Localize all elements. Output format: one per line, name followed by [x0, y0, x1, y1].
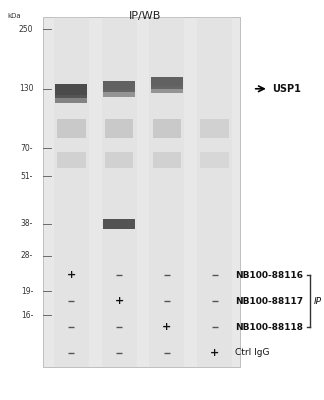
Bar: [102, 17, 137, 367]
Bar: [153, 118, 181, 138]
Text: +: +: [67, 270, 76, 280]
Bar: [57, 152, 86, 168]
Text: +: +: [210, 348, 219, 358]
Bar: [55, 84, 87, 98]
Text: 16-: 16-: [21, 311, 33, 320]
Bar: [197, 17, 232, 367]
Text: 70-: 70-: [21, 144, 33, 153]
Text: 51-: 51-: [21, 172, 33, 181]
Text: USP1: USP1: [272, 84, 301, 94]
Text: +: +: [114, 296, 124, 306]
Text: 250: 250: [19, 25, 33, 34]
Bar: [55, 95, 87, 103]
Bar: [103, 90, 135, 97]
Text: NB100-88118: NB100-88118: [235, 323, 303, 332]
Text: NB100-88116: NB100-88116: [235, 271, 303, 280]
Bar: [151, 77, 183, 89]
Bar: [200, 118, 229, 138]
Text: 28-: 28-: [21, 251, 33, 260]
Bar: [103, 219, 135, 229]
Text: IP: IP: [313, 297, 321, 306]
Text: NB100-88117: NB100-88117: [235, 297, 303, 306]
Text: Ctrl IgG: Ctrl IgG: [235, 348, 270, 358]
Bar: [103, 81, 135, 92]
Text: +: +: [162, 322, 171, 332]
Text: 19-: 19-: [21, 287, 33, 296]
Bar: [43, 17, 240, 367]
Bar: [57, 118, 86, 138]
Text: IP/WB: IP/WB: [128, 11, 161, 21]
Bar: [200, 152, 229, 168]
Text: 130: 130: [19, 84, 33, 93]
Bar: [149, 17, 184, 367]
Text: kDa: kDa: [7, 13, 21, 19]
Bar: [151, 86, 183, 93]
Bar: [105, 118, 133, 138]
Bar: [54, 17, 89, 367]
Text: 38-: 38-: [21, 219, 33, 228]
Bar: [105, 152, 133, 168]
Bar: [153, 152, 181, 168]
